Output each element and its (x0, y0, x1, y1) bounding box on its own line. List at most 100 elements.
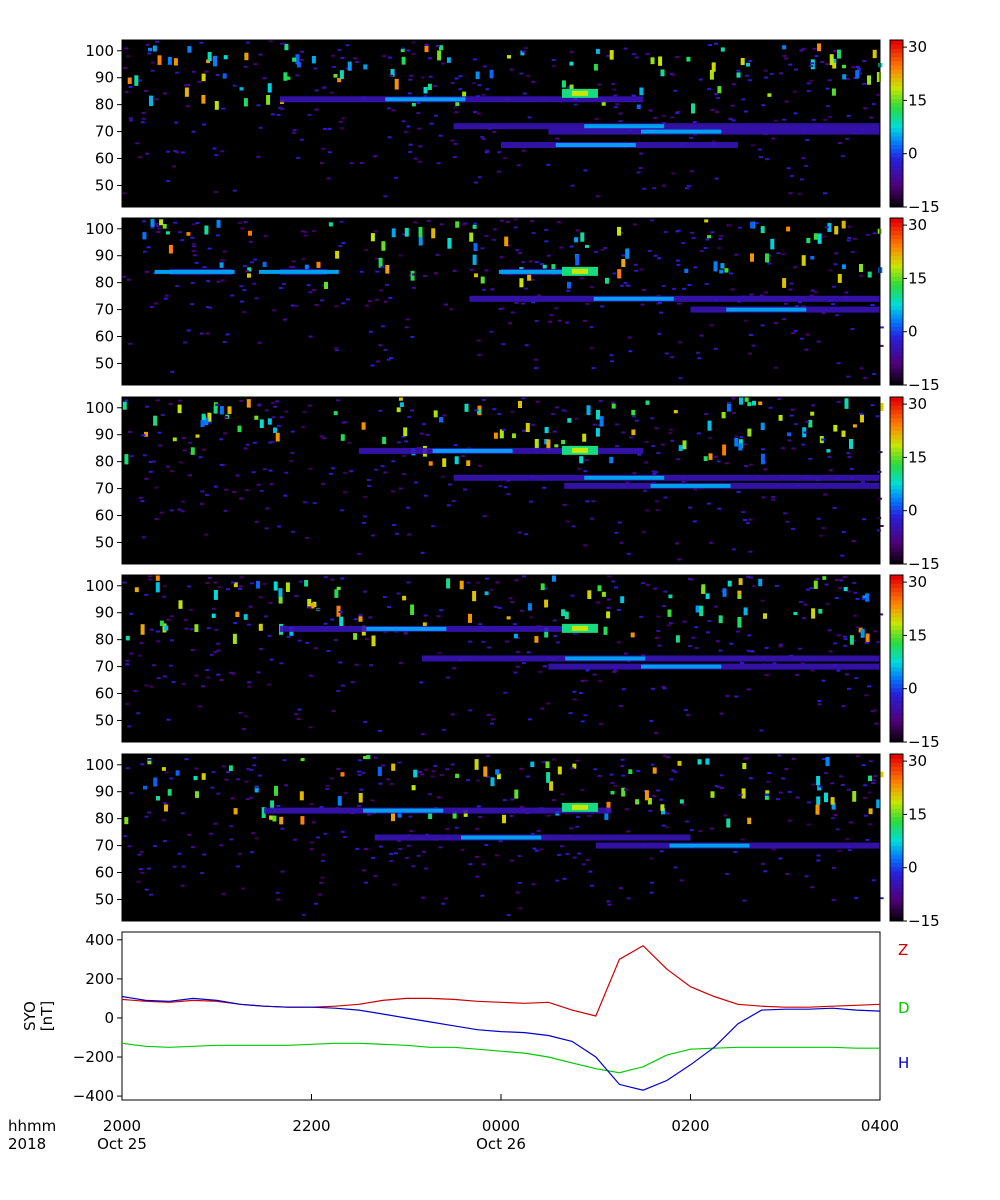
echo-speck (767, 262, 772, 265)
echo-speck (848, 821, 853, 824)
echo-speck (811, 118, 816, 121)
echo-speck (754, 222, 759, 225)
echo-speck (621, 774, 626, 777)
echo-speck (783, 512, 788, 515)
echo-speck (408, 78, 413, 81)
echo-speck (559, 246, 564, 249)
y-tick-label: −200 (73, 1048, 114, 1066)
echo-speck (267, 683, 272, 686)
echo-speck (513, 226, 518, 229)
echo-speck (261, 807, 266, 819)
echo-speck (748, 576, 753, 579)
echo-speck (552, 575, 556, 582)
echo-speck (551, 758, 556, 761)
echo-speck (438, 134, 443, 137)
echo-speck (748, 59, 753, 62)
echo-speck (147, 811, 152, 814)
echo-speck (232, 633, 237, 644)
echo-speck (810, 669, 815, 672)
echo-speck (321, 482, 325, 485)
echo-speck (374, 298, 379, 301)
colorbar-segment (890, 156, 903, 162)
echo-speck (660, 804, 665, 811)
echo-speck (778, 414, 783, 421)
echo-speck (615, 103, 620, 106)
echo-speck (406, 844, 411, 847)
echo-speck (758, 148, 762, 151)
panel-frame (121, 396, 881, 565)
echo-speck (828, 115, 832, 118)
echo-speck (846, 452, 851, 455)
echo-speck (363, 590, 367, 593)
echo-speck (842, 576, 847, 579)
echo-speck (763, 870, 768, 873)
echo-speck (851, 540, 856, 543)
echo-speck (793, 90, 797, 93)
echo-speck (638, 167, 643, 169)
colorbar-tick-label: −15 (908, 912, 940, 930)
echo-speck (506, 914, 511, 917)
echo-speck (150, 226, 155, 229)
echo-speck (660, 69, 665, 77)
echo-speck (358, 793, 363, 803)
echo-speck (650, 763, 655, 766)
echo-speck (546, 772, 551, 783)
echo-speck (806, 823, 811, 826)
echo-speck (459, 580, 464, 590)
colorbar-segment (890, 226, 903, 232)
echo-speck (191, 223, 196, 226)
echo-band (453, 474, 880, 481)
echo-speck (620, 596, 625, 604)
y-tick-label: 60 (95, 685, 114, 703)
echo-speck (676, 458, 681, 461)
echo-speck (746, 575, 751, 578)
echo-speck (857, 67, 861, 70)
echo-speck (166, 150, 171, 153)
echo-speck (362, 521, 366, 524)
colorbar-segment (890, 595, 903, 601)
echo-speck (630, 632, 635, 638)
echo-speck (339, 70, 344, 80)
echo-speck (863, 784, 868, 787)
echo-speck (879, 402, 884, 411)
strong-echo-core (571, 625, 588, 631)
echo-speck (175, 151, 180, 154)
echo-speck (679, 799, 684, 804)
echo-speck (798, 647, 802, 650)
echo-speck (681, 242, 686, 245)
echo-speck (575, 825, 580, 828)
echo-speck (836, 400, 841, 403)
echo-speck (126, 278, 131, 281)
echo-speck (597, 83, 602, 86)
echo-speck (782, 278, 787, 288)
echo-speck (240, 300, 245, 303)
echo-speck (221, 893, 226, 896)
echo-speck (249, 796, 254, 799)
echo-speck (805, 138, 810, 141)
echo-speck (650, 687, 655, 690)
echo-speck (166, 618, 171, 621)
echo-speck (791, 757, 796, 760)
echo-speck (374, 257, 379, 260)
echo-speck (710, 791, 715, 798)
echo-speck (752, 400, 756, 406)
echo-speck (652, 767, 657, 774)
colorbar-segment (890, 305, 903, 311)
echo-speck (204, 417, 209, 426)
echo-speck (276, 805, 281, 807)
colorbar-segment (890, 372, 903, 378)
colorbar-segment (890, 69, 903, 74)
colorbar-segment (890, 426, 903, 431)
echo-speck (810, 294, 814, 297)
echo-speck (852, 639, 857, 642)
echo-speck (291, 266, 295, 269)
echo-speck (279, 816, 284, 825)
echo-speck (149, 95, 153, 107)
echo-speck (665, 812, 670, 815)
echo-speck (799, 337, 804, 340)
echo-speck (406, 506, 411, 509)
echo-speck (337, 49, 342, 52)
echo-speck (821, 438, 826, 441)
echo-speck (513, 633, 518, 639)
echo-speck (482, 65, 487, 68)
